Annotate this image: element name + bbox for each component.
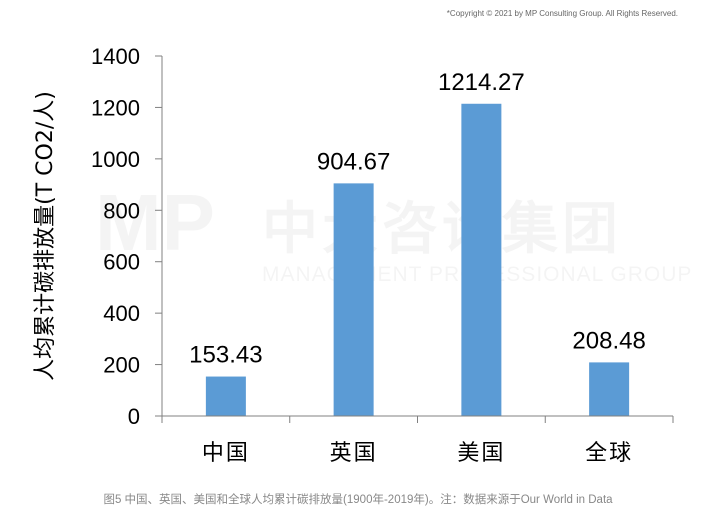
y-tick-label: 400 [103, 301, 140, 326]
bar [461, 103, 502, 416]
bar [333, 183, 374, 416]
y-tick-label: 200 [103, 353, 140, 378]
copyright-notice: *Copyright © 2021 by MP Consulting Group… [446, 9, 678, 18]
category-labels: 中国 英国 美国 全球 [202, 441, 633, 466]
x-tick-label: 英国 [330, 441, 378, 466]
y-tick-label: 1200 [91, 95, 140, 120]
y-tick-label: 800 [103, 198, 140, 223]
data-label: 153.43 [189, 342, 262, 369]
y-tick-label: 1400 [91, 44, 140, 69]
data-label: 904.67 [317, 148, 390, 175]
y-tick-label: 600 [103, 250, 140, 275]
data-label: 208.48 [572, 327, 645, 354]
y-tick-label: 1000 [91, 147, 140, 172]
x-tick-label: 全球 [585, 441, 633, 466]
x-tick-label: 美国 [457, 441, 505, 466]
x-tick-label: 中国 [202, 441, 250, 466]
data-label: 1214.27 [438, 69, 525, 96]
y-axis-label: 人均累计碳排放量(T CO2/人) [33, 91, 58, 381]
bar-chart: 0 200 400 600 800 1000 1200 1400 153.43 904.67 12… [33, 44, 674, 466]
bar [205, 376, 246, 416]
bar [589, 362, 630, 416]
y-axis-ticks: 0 200 400 600 800 1000 1200 1400 [91, 44, 162, 429]
y-tick-label: 0 [128, 404, 140, 429]
axes [161, 56, 674, 423]
figure-caption: 图5 中国、英国、美国和全球人均累计碳排放量(1900年-2019年)。注：数据… [103, 494, 613, 506]
bars: 153.43 904.67 1214.27 208.48 [189, 69, 646, 416]
